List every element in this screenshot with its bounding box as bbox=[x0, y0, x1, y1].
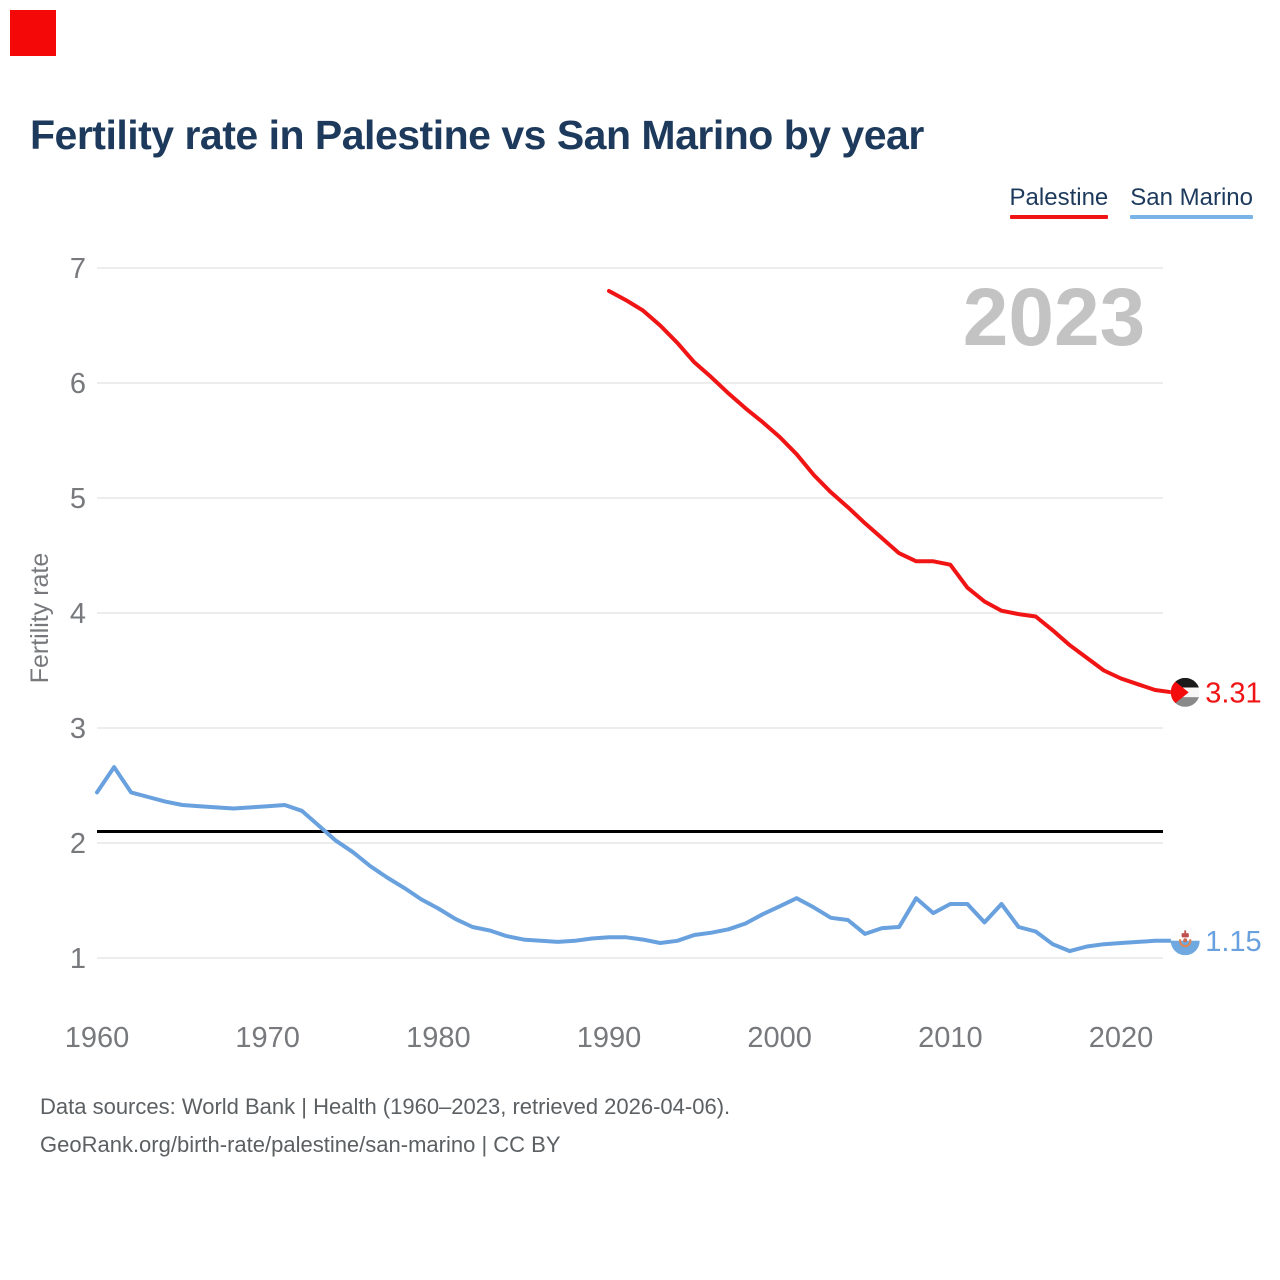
legend-label-palestine: Palestine bbox=[1009, 184, 1109, 211]
y-tick-label: 4 bbox=[70, 598, 86, 630]
red-square-marker bbox=[10, 10, 56, 56]
x-tick-label: 1970 bbox=[235, 1022, 300, 1054]
x-tick-label: 2000 bbox=[747, 1022, 812, 1054]
y-tick-label: 5 bbox=[70, 483, 86, 515]
y-tick-label: 6 bbox=[70, 368, 86, 400]
y-tick-label: 3 bbox=[70, 713, 86, 745]
legend-underline-palestine bbox=[1009, 215, 1109, 219]
x-axis-tick-labels: 1960 1970 1980 1990 2000 2010 2020 bbox=[65, 1022, 1154, 1054]
legend-item-san-marino[interactable]: San Marino bbox=[1130, 184, 1253, 219]
y-axis-tick-labels: 7 6 5 4 3 2 1 bbox=[70, 253, 86, 975]
palestine-flag-icon bbox=[1170, 677, 1200, 707]
page-title: Fertility rate in Palestine vs San Marin… bbox=[30, 112, 924, 158]
legend-underline-san-marino bbox=[1130, 215, 1253, 219]
san-marino-flag-icon bbox=[1170, 926, 1200, 956]
x-tick-label: 2010 bbox=[918, 1022, 983, 1054]
x-tick-label: 1990 bbox=[577, 1022, 642, 1054]
watermark-year: 2023 bbox=[963, 272, 1145, 363]
x-tick-label: 1980 bbox=[406, 1022, 471, 1054]
y-tick-label: 2 bbox=[70, 828, 86, 860]
x-tick-label: 1960 bbox=[65, 1022, 130, 1054]
san-marino-line[interactable] bbox=[95, 765, 1175, 954]
gridlines bbox=[97, 267, 1163, 959]
y-axis-title: Fertility rate bbox=[26, 553, 54, 684]
legend-item-palestine[interactable]: Palestine bbox=[1009, 184, 1109, 219]
footer-source-line: Data sources: World Bank | Health (1960–… bbox=[40, 1094, 731, 1119]
y-tick-label: 7 bbox=[70, 253, 86, 285]
y-tick-label: 1 bbox=[70, 943, 86, 975]
footer-attribution-line: GeoRank.org/birth-rate/palestine/san-mar… bbox=[40, 1132, 561, 1157]
palestine-line[interactable] bbox=[607, 289, 1175, 695]
legend-label-san-marino: San Marino bbox=[1130, 184, 1253, 211]
footer: Data sources: World Bank | Health (1960–… bbox=[40, 1088, 730, 1164]
legend: Palestine San Marino bbox=[1009, 184, 1253, 219]
x-tick-label: 2020 bbox=[1089, 1022, 1154, 1054]
palestine-end-value: 3.31 bbox=[1205, 677, 1261, 709]
san-marino-end-value: 1.15 bbox=[1205, 926, 1261, 958]
